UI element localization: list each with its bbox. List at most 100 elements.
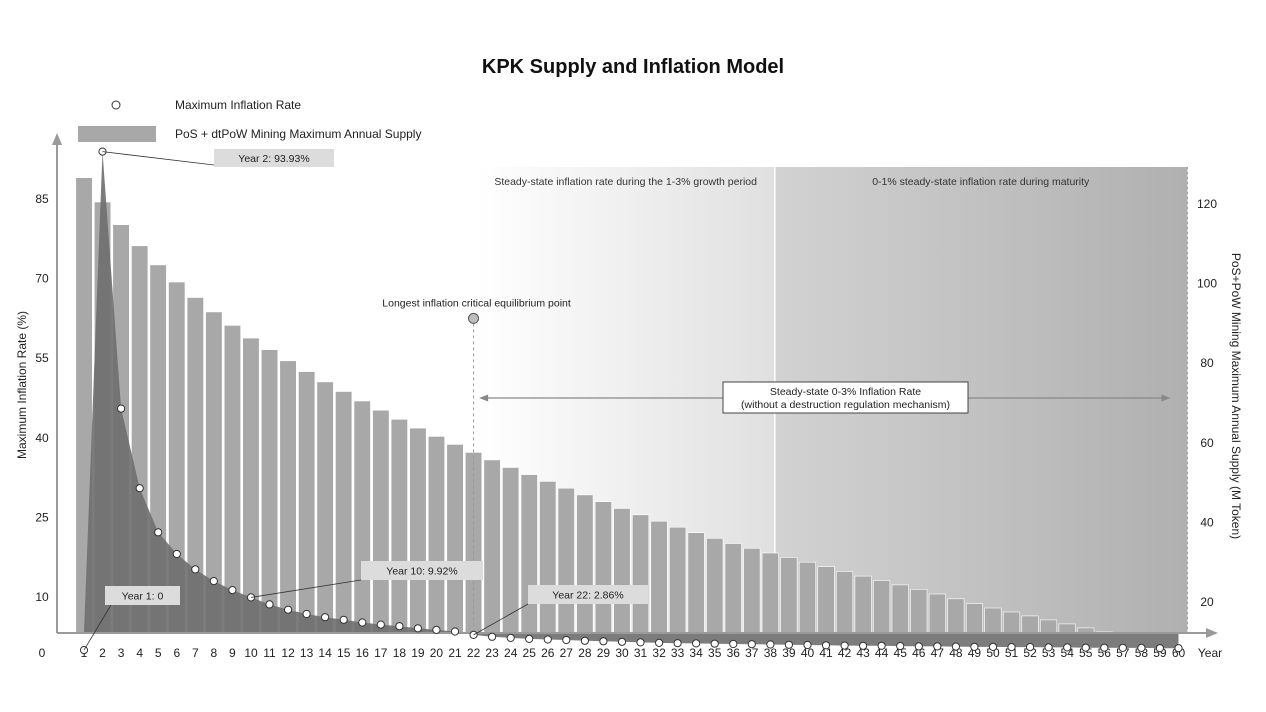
x-tick-10: 10 [244, 646, 258, 660]
x-tick-23: 23 [485, 646, 499, 660]
x-axis-title: Year [1198, 646, 1222, 660]
x-tick-29: 29 [597, 646, 611, 660]
inflation-point-year-30 [617, 637, 627, 646]
callout-leader-year-1 [83, 604, 112, 651]
inflation-point-year-38 [766, 640, 775, 649]
inflation-point-year-44 [877, 641, 886, 650]
supply-bar-year-23 [483, 459, 501, 634]
x-tick-33: 33 [671, 646, 685, 660]
supply-bar-year-27 [557, 487, 575, 634]
callout-text-year-10: Year 10: 9.92% [386, 566, 457, 578]
steady-state-box [722, 381, 969, 414]
x-tick-21: 21 [448, 646, 462, 660]
x-tick-8: 8 [210, 646, 217, 660]
x-tick-47: 47 [931, 646, 945, 660]
left-y-tick-25: 25 [35, 510, 49, 524]
x-tick-50: 50 [986, 646, 1000, 660]
x-tick-labels: 1234567891011121314151617181920212223242… [81, 646, 1186, 660]
x-tick-37: 37 [745, 646, 759, 660]
supply-bar-year-50 [984, 607, 1002, 634]
x-tick-43: 43 [856, 646, 870, 660]
inflation-point-year-29 [599, 637, 608, 646]
x-tick-11: 11 [263, 646, 276, 660]
inflation-point-year-15 [339, 615, 348, 624]
supply-bar-year-19 [409, 427, 427, 634]
axes [52, 133, 1218, 638]
steady-state-box-line2: (without a destruction regulation mechan… [741, 399, 950, 411]
supply-bar-year-43 [854, 575, 872, 634]
inflation-point-year-6 [172, 549, 181, 559]
x-tick-40: 40 [801, 646, 815, 660]
inflation-point-year-49 [970, 642, 979, 652]
x-tick-5: 5 [155, 646, 162, 660]
supply-bar-year-44 [873, 580, 891, 634]
supply-bar-year-18 [390, 418, 408, 634]
inflation-point-year-53 [1044, 643, 1053, 652]
legend-line-label: Maximum Inflation Rate [175, 98, 301, 112]
maturity-label: 0-1% steady-state inflation rate during … [872, 176, 1090, 188]
inflation-point-year-12 [284, 605, 293, 614]
right-y-tick-120: 120 [1197, 197, 1217, 211]
callout-leader-year-10 [250, 579, 362, 598]
supply-bar-year-30 [613, 508, 631, 634]
right-y-axis-title: PoS+PoW Mining Maximum Annual Supply (M … [1229, 253, 1243, 539]
supply-bar-year-40 [798, 561, 817, 634]
inflation-point-year-58 [1137, 643, 1146, 653]
callout-box-year-22 [528, 585, 648, 604]
inflation-point-year-33 [673, 639, 682, 648]
callout-leader-year-22 [473, 603, 529, 636]
inflation-point-year-26 [543, 635, 552, 644]
supply-bar-year-51 [1002, 611, 1021, 634]
x-tick-2: 2 [99, 646, 106, 660]
supply-bar-year-38 [761, 552, 779, 634]
x-tick-49: 49 [968, 646, 982, 660]
supply-bar-year-33 [669, 526, 687, 634]
legend-marker-icon [111, 100, 121, 110]
supply-bar-year-13 [298, 371, 316, 634]
right-y-tick-20: 20 [1200, 595, 1214, 609]
inflation-point-year-45 [896, 642, 905, 651]
inflation-point-year-31 [636, 638, 645, 647]
callout-text-year-1: Year 1: 0 [122, 591, 164, 603]
callout-box-year-10 [361, 561, 483, 580]
x-tick-16: 16 [356, 646, 370, 660]
inflation-point-year-17 [376, 620, 385, 629]
inflation-point-year-25 [525, 634, 534, 644]
left-y-axis-title: Maximum Inflation Rate (%) [15, 311, 29, 459]
inflation-point-year-48 [951, 642, 961, 651]
inflation-point-year-37 [747, 640, 756, 649]
x-tick-30: 30 [615, 646, 629, 660]
inflation-point-year-57 [1118, 643, 1127, 653]
supply-bar-year-37 [743, 547, 761, 634]
x-tick-27: 27 [560, 646, 574, 660]
supply-bar-year-25 [520, 474, 538, 634]
inflation-point-year-27 [562, 635, 571, 645]
legend: Maximum Inflation Rate PoS + dtPoW Minin… [78, 98, 421, 142]
right-y-tick-80: 80 [1200, 356, 1214, 370]
x-tick-34: 34 [689, 646, 703, 660]
inflation-point-year-54 [1063, 643, 1072, 652]
inflation-point-year-55 [1081, 643, 1090, 652]
inflation-point-year-35 [710, 639, 719, 648]
legend-bar-label: PoS + dtPoW Mining Maximum Annual Supply [175, 127, 421, 141]
supply-bar-year-53 [1040, 619, 1058, 634]
inflation-area [84, 151, 1179, 649]
x-tick-7: 7 [192, 646, 199, 660]
x-tick-38: 38 [764, 646, 778, 660]
inflation-point-year-47 [933, 642, 942, 651]
x-axis-arrow [1206, 628, 1218, 638]
left-y-tick-10: 10 [35, 590, 49, 604]
supply-bar-year-10 [242, 337, 260, 634]
x-tick-15: 15 [337, 646, 351, 660]
inflation-point-year-52 [1026, 643, 1035, 652]
inflation-point-year-20 [432, 625, 441, 635]
inflation-point-year-14 [321, 613, 330, 622]
supply-bar-year-17 [372, 409, 390, 634]
legend-bar-swatch [78, 126, 156, 142]
supply-bar-year-34 [687, 532, 705, 634]
x-tick-44: 44 [875, 646, 889, 660]
x-tick-13: 13 [300, 646, 314, 660]
left-y-tick-40: 40 [35, 431, 49, 445]
callout-leader-year-2 [102, 151, 215, 166]
supply-bar-year-15 [335, 391, 353, 634]
